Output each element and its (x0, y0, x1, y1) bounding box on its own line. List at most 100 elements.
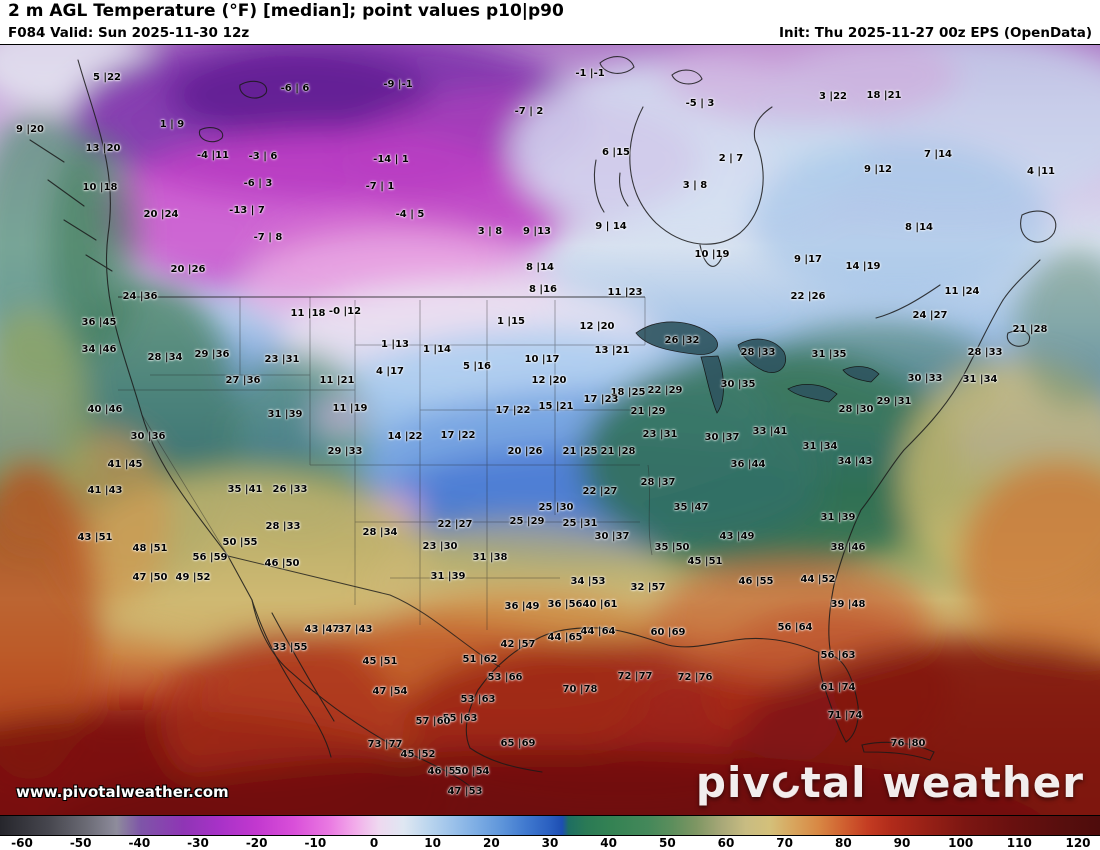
colorbar-gradient (0, 815, 1100, 836)
colorbar-tick: -30 (187, 836, 209, 850)
colorbar-ticks: -60 -50 -40 -30 -20 -10 0 10 20 30 40 50 60 70 80 90 100… (0, 836, 1100, 850)
point-value-label: 36 |44 (730, 459, 766, 470)
point-value-label: 71 |74 (827, 710, 863, 721)
init-time: Init: Thu 2025-11-27 00z EPS (OpenData) (778, 25, 1092, 41)
point-value-label: 10 |17 (524, 354, 560, 365)
point-value-label: 45 |52 (400, 749, 436, 760)
point-value-label: 55 |63 (442, 713, 478, 724)
point-value-label: 29 |31 (876, 396, 912, 407)
point-value-label: 65 |69 (500, 738, 536, 749)
point-value-label: 22 |27 (437, 519, 473, 530)
colorbar-tick: 0 (369, 836, 379, 850)
point-value-label: 27 |36 (225, 375, 261, 386)
point-value-label: 25 |31 (562, 518, 598, 529)
point-value-label: 76 |80 (890, 738, 926, 749)
point-value-label: 56 |59 (192, 552, 228, 563)
colorbar-tick: 60 (717, 836, 735, 850)
point-value-label: 61 |74 (820, 682, 856, 693)
point-value-label: 26 |32 (664, 335, 700, 346)
point-value-label: 31 |39 (430, 571, 466, 582)
point-value-label: 28 |33 (265, 521, 301, 532)
point-value-label: 31 |39 (267, 409, 303, 420)
point-value-label: 13 |21 (594, 345, 630, 356)
point-value-label: -7 | 2 (514, 106, 544, 117)
point-value-label: 7 |14 (923, 149, 953, 160)
point-value-label: 9 |17 (793, 254, 823, 265)
point-value-label: -7 | 1 (365, 181, 395, 192)
country-borders (118, 296, 645, 668)
point-value-label: 20 |26 (170, 264, 206, 275)
point-value-label: 53 |66 (487, 672, 523, 683)
point-value-label: 8 |14 (525, 262, 555, 273)
point-value-label: 23 |31 (264, 354, 300, 365)
point-value-label: 11 |19 (332, 403, 368, 414)
state-borders (118, 297, 653, 630)
point-value-label: 21 |28 (1012, 324, 1048, 335)
point-value-label: 34 |46 (81, 344, 117, 355)
point-value-label: 44 |65 (547, 632, 583, 643)
point-value-label: 18 |25 (610, 387, 646, 398)
brand-text-prefix: piv (695, 758, 771, 807)
point-value-label: 28 |33 (967, 347, 1003, 358)
temperature-field-blobs (0, 45, 1100, 815)
point-value-label: 44 |64 (580, 626, 616, 637)
point-value-label: 72 |76 (677, 672, 713, 683)
point-value-label: 24 |36 (122, 291, 158, 302)
point-value-label: 25 |29 (509, 516, 545, 527)
point-value-label: 11 |18 (290, 308, 326, 319)
point-value-label: 32 |57 (630, 582, 666, 593)
point-value-label: 14 |22 (387, 431, 423, 442)
point-value-label: 12 |20 (531, 375, 567, 386)
point-value-label: 60 |69 (650, 627, 686, 638)
point-value-label: -1 |-1 (575, 68, 605, 79)
point-value-label: 45 |51 (687, 556, 723, 567)
point-value-label: 28 |34 (147, 352, 183, 363)
point-value-label: 31 |39 (820, 512, 856, 523)
point-value-label: 43 |49 (719, 531, 755, 542)
point-value-label: 10 |18 (82, 182, 118, 193)
point-value-label: -4 |11 (196, 150, 230, 161)
point-value-label: 20 |24 (143, 209, 179, 220)
point-value-label: 49 |52 (175, 572, 211, 583)
valid-time: F084 Valid: Sun 2025-11-30 12z (8, 25, 250, 41)
brand-text-suffix: tal weather (800, 758, 1084, 807)
point-value-label: 43 |47 (304, 624, 340, 635)
point-value-label: -6 | 3 (243, 178, 273, 189)
point-value-label: 46 |50 (264, 558, 300, 569)
point-value-label: 3 | 8 (682, 180, 708, 191)
point-value-label: 31 |35 (811, 349, 847, 360)
point-value-label: 53 |63 (460, 694, 496, 705)
point-value-label: 28 |37 (640, 477, 676, 488)
colorbar-tick: 40 (600, 836, 618, 850)
point-value-label: 10 |19 (694, 249, 730, 260)
point-value-label: 21 |28 (600, 446, 636, 457)
header: 2 m AGL Temperature (°F) [median]; point… (0, 0, 1100, 45)
point-value-label: 30 |33 (907, 373, 943, 384)
point-value-label: 1 |14 (422, 344, 452, 355)
colorbar-tick: 50 (658, 836, 676, 850)
point-value-label: -5 | 3 (685, 98, 715, 109)
point-value-label: 4 |17 (375, 366, 405, 377)
point-value-label: -13 | 7 (229, 205, 265, 216)
point-value-label: 36 |56 (547, 599, 583, 610)
colorbar-tick: 80 (834, 836, 852, 850)
point-value-label: 51 |62 (462, 654, 498, 665)
point-value-label: 23 |31 (642, 429, 678, 440)
point-value-label: -4 | 5 (395, 209, 425, 220)
point-value-label: -3 | 6 (248, 151, 278, 162)
point-value-label: 35 |47 (673, 502, 709, 513)
point-value-label: 1 |13 (380, 339, 410, 350)
swirl-icon (767, 766, 805, 804)
point-value-label: 35 |41 (227, 484, 263, 495)
weather-map: 5 |22 -6 | 6 -9 |-1 -1 |-1 3 |22 18 |21 9 |20 1… (0, 45, 1100, 815)
point-value-label: 35 |50 (654, 542, 690, 553)
colorbar-tick: 90 (893, 836, 911, 850)
point-value-label: 29 |33 (327, 446, 363, 457)
point-value-label: 43 |51 (77, 532, 113, 543)
point-value-label: 3 | 8 (477, 226, 503, 237)
point-value-label: 50 |54 (454, 766, 490, 777)
point-value-label: 31 |34 (962, 374, 998, 385)
colorbar-tick: 120 (1065, 836, 1091, 850)
point-value-label: 5 |22 (92, 72, 122, 83)
colorbar-tick: -60 (11, 836, 33, 850)
